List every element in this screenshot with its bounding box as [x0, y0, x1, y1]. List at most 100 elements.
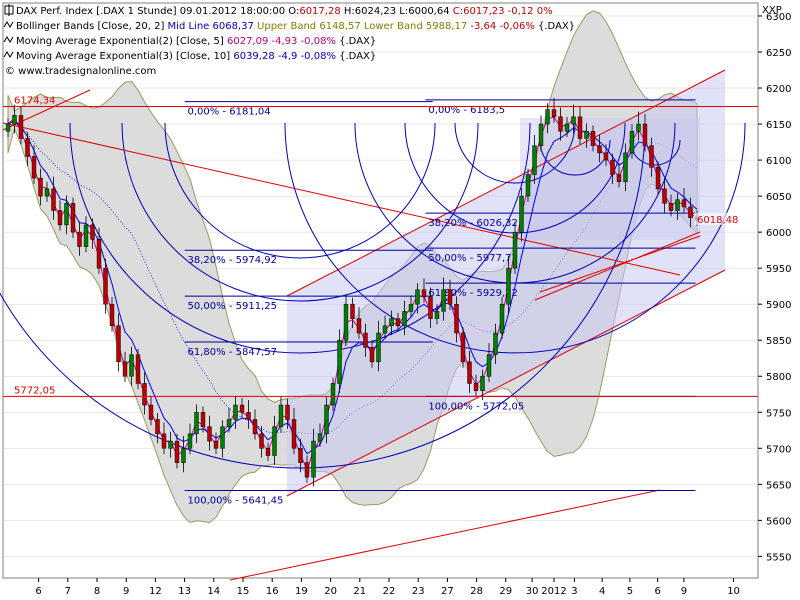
y-tick-label: 5950 — [766, 264, 791, 275]
candle-body — [161, 433, 167, 449]
x-tick-label: 27 — [441, 586, 454, 597]
candlestick-series — [5, 98, 700, 487]
candle-body — [369, 347, 375, 363]
candle-body — [57, 210, 63, 226]
candle-body — [363, 332, 368, 348]
trend-line — [286, 69, 726, 297]
candle-body — [103, 267, 108, 305]
candle-body — [109, 303, 115, 327]
x-tick-label: 23 — [412, 586, 425, 597]
x-tick-label: 7 — [65, 586, 71, 597]
candle-body — [649, 145, 654, 168]
candle-body — [83, 224, 89, 247]
candle-body — [460, 332, 466, 363]
candle-body — [291, 419, 297, 449]
indicator-icon-wave — [3, 36, 14, 43]
candle-body — [434, 311, 440, 319]
legend-text: -3,64 -0,06% — [470, 21, 534, 32]
candle-body — [454, 303, 459, 334]
indicator-icon — [3, 36, 14, 43]
legend-text: © www.tradesignalonline.com — [5, 66, 156, 77]
candle-body — [142, 383, 147, 406]
candle-body — [441, 289, 446, 312]
candle-body — [90, 224, 95, 240]
candle-body — [473, 383, 479, 391]
y-axis: 5550 5600 5650 5700 5750 5800 5850 5900 5950 6000… — [758, 12, 791, 563]
candle-body — [148, 404, 154, 420]
candle-body — [350, 303, 355, 319]
candle-body — [51, 188, 56, 211]
candle-body — [480, 375, 485, 391]
candle-body — [64, 203, 69, 226]
candle-body — [636, 123, 641, 132]
candle-body — [408, 303, 414, 312]
candle-body — [44, 188, 50, 197]
candle-body — [590, 131, 596, 146]
price-level-label: 5772,05 — [14, 385, 55, 396]
candle-body — [168, 440, 173, 449]
indicator-icon — [3, 21, 14, 28]
candle-body — [499, 303, 505, 334]
x-axis: 6 7 8 9 12 13 14 15 16 19 20 21 22 23 27 28 29 30 2012 3 4 5 6… — [35, 578, 740, 597]
candle-body — [31, 156, 37, 179]
candle-body — [239, 404, 245, 413]
x-tick-label: 15 — [237, 586, 250, 597]
candle-body — [447, 289, 453, 305]
currency-label: XXP — [762, 5, 782, 16]
x-tick-label: 20 — [324, 586, 337, 597]
legend-text: Lower Band 5988,17 — [361, 21, 471, 32]
fib-arc — [454, 122, 576, 184]
x-tick-label: 29 — [499, 586, 512, 597]
candle-body — [519, 195, 524, 233]
x-tick-label: 30 — [526, 586, 539, 597]
candle-body — [122, 361, 128, 377]
candle-body — [18, 115, 24, 139]
fib-level-label: 0,00% - 6183,5 — [428, 105, 505, 116]
candle-body — [252, 419, 258, 435]
candle-body — [668, 203, 674, 211]
candle-body — [337, 339, 342, 384]
y-tick-label: 5900 — [766, 300, 791, 311]
chart-icon — [4, 4, 14, 16]
y-tick-label: 6100 — [766, 156, 791, 167]
y-tick-label: 5750 — [766, 408, 791, 419]
y-tick-label: 5800 — [766, 372, 791, 383]
x-tick-label: 3 — [571, 586, 577, 597]
x-tick-label: 2012 — [541, 586, 566, 597]
trend-line — [534, 231, 701, 301]
candle-body — [382, 325, 388, 334]
candle-body — [545, 109, 550, 125]
x-tick-label: 5 — [627, 586, 633, 597]
candle-body — [5, 123, 11, 132]
legend-text: 6017,28 — [299, 6, 340, 17]
support-resistance-levels: 6174,34 5772,05 6018,48 — [3, 96, 758, 397]
y-tick-label: 6000 — [766, 228, 791, 239]
indicator-icon-wave — [3, 51, 14, 58]
candle-body — [259, 433, 264, 449]
fib-level-label: 100,00% - 5641,45 — [188, 495, 284, 506]
candle-body — [597, 145, 602, 154]
candle-body — [675, 199, 680, 211]
candle-body — [317, 433, 323, 442]
x-tick-label: 6 — [35, 586, 41, 597]
legend-text: Moving Average Exponential(2) [Close, 5] — [16, 36, 227, 47]
candle-body — [577, 116, 583, 139]
legend-text: {.DAX} — [535, 21, 575, 32]
indicator-icon-wave — [3, 21, 14, 28]
candle-body — [70, 203, 76, 233]
candle-body — [506, 267, 511, 305]
fibonacci-levels: 0,00% - 6181,04 38,20% - 5974,92 50,00% - … — [184, 99, 696, 506]
x-tick-label: 28 — [470, 586, 483, 597]
candle-body — [486, 354, 492, 377]
last-price-box — [694, 212, 740, 225]
y-tick-label: 6200 — [766, 84, 791, 95]
x-tick-label: 16 — [266, 586, 279, 597]
candle-body — [603, 152, 609, 161]
y-tick-label: 5650 — [766, 480, 791, 491]
candle-body — [311, 440, 316, 478]
legend-text: H:6024,23 L:6000,64 — [341, 6, 453, 17]
fib-arc — [69, 122, 531, 354]
legend-text: 6039,28 -4,9 -0,08% — [233, 51, 336, 62]
candle-body — [376, 332, 381, 363]
